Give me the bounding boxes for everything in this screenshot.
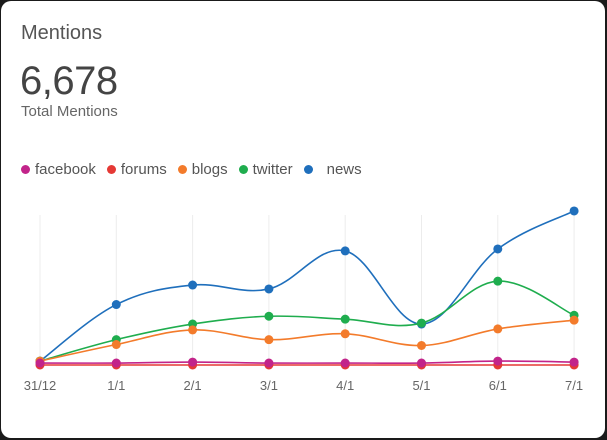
- data-point-news[interactable]: [493, 244, 503, 254]
- data-point-news[interactable]: [569, 206, 579, 216]
- data-point-blogs[interactable]: [188, 325, 198, 335]
- series-line-blogs: [39, 319, 575, 362]
- data-point-twitter[interactable]: [417, 318, 426, 328]
- data-point-twitter[interactable]: [340, 314, 350, 324]
- data-point-facebook[interactable]: [569, 357, 579, 367]
- data-point-blogs[interactable]: [569, 315, 579, 325]
- legend-item-twitter[interactable]: twitter: [238, 161, 293, 178]
- data-point-facebook[interactable]: [264, 358, 274, 368]
- data-point-blogs[interactable]: [340, 329, 350, 339]
- x-tick-label: 6/1: [489, 378, 507, 393]
- chart-legend: facebook forums blogs twitter news: [21, 161, 373, 178]
- data-point-news[interactable]: [340, 246, 350, 256]
- data-point-blogs[interactable]: [493, 324, 503, 334]
- data-point-twitter[interactable]: [264, 311, 274, 321]
- x-tick-label: 4/1: [336, 378, 354, 393]
- legend-label-forums: forums: [120, 161, 167, 178]
- data-point-facebook[interactable]: [417, 358, 426, 368]
- legend-swatch-blogs: [177, 165, 187, 174]
- data-point-blogs[interactable]: [111, 340, 121, 350]
- x-tick-label: 5/1: [412, 378, 430, 393]
- series-line-news: [39, 210, 575, 362]
- data-point-news[interactable]: [111, 300, 121, 310]
- legend-label-twitter: twitter: [252, 161, 293, 178]
- legend-swatch-twitter: [238, 165, 248, 174]
- legend-swatch-forums: [106, 165, 116, 174]
- series-line-facebook: [39, 360, 575, 365]
- total-mentions-value: 6,678: [20, 59, 118, 103]
- legend-item-news[interactable]: news: [303, 161, 362, 178]
- data-point-blogs[interactable]: [264, 335, 274, 345]
- x-tick-label: 31/12: [24, 378, 57, 393]
- data-point-news[interactable]: [188, 280, 198, 290]
- data-point-blogs[interactable]: [417, 341, 426, 350]
- x-tick-label: 2/1: [184, 378, 202, 393]
- legend-item-blogs[interactable]: blogs: [177, 161, 228, 178]
- data-point-facebook[interactable]: [35, 358, 45, 368]
- legend-swatch-facebook: [21, 165, 30, 174]
- legend-label-facebook: facebook: [35, 161, 96, 178]
- legend-label-blogs: blogs: [191, 161, 228, 178]
- data-point-facebook[interactable]: [493, 356, 503, 366]
- legend-label-news: news: [326, 161, 362, 178]
- x-tick-label: 3/1: [260, 378, 278, 393]
- series-line-twitter: [39, 280, 575, 362]
- legend-swatch-news: [303, 165, 313, 174]
- x-tick-label: 1/1: [107, 378, 125, 393]
- data-point-facebook[interactable]: [111, 358, 121, 368]
- data-point-facebook[interactable]: [188, 357, 198, 367]
- total-mentions-label: Total Mentions: [21, 103, 118, 120]
- data-point-twitter[interactable]: [493, 276, 503, 286]
- data-point-facebook[interactable]: [340, 358, 350, 368]
- card-title: Mentions: [21, 22, 103, 44]
- legend-item-facebook[interactable]: facebook: [21, 161, 96, 178]
- legend-item-forums[interactable]: forums: [106, 161, 167, 178]
- data-point-news[interactable]: [264, 284, 274, 294]
- x-tick-label: 7/1: [565, 378, 583, 393]
